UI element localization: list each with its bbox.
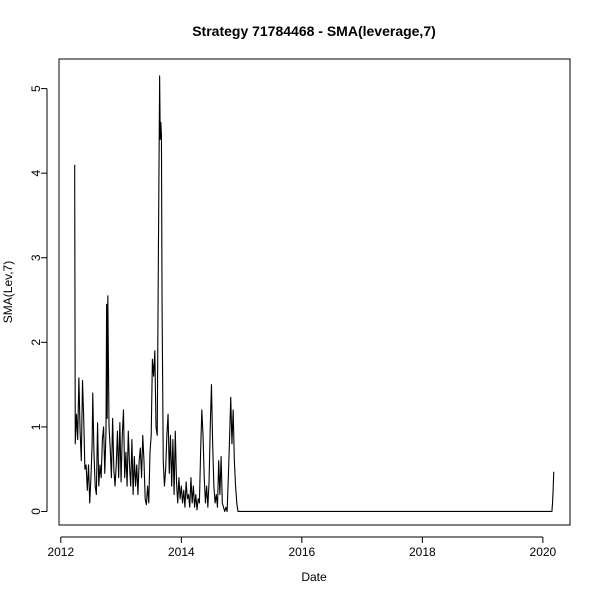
y-axis-label: SMA(Lev,7)	[1, 261, 15, 323]
x-tick-label: 2020	[530, 545, 557, 559]
y-tick-label: 0	[29, 508, 43, 515]
series-line	[74, 75, 555, 513]
y-tick-label: 1	[29, 423, 43, 430]
y-tick-label: 3	[29, 254, 43, 261]
x-tick-label: 2018	[409, 545, 436, 559]
y-tick-label: 4	[29, 170, 43, 177]
chart-title: Strategy 71784468 - SMA(leverage,7)	[192, 23, 436, 39]
y-axis: 0 1 2 3 4 5	[29, 85, 48, 515]
x-tick-label: 2016	[288, 545, 315, 559]
x-axis: 2012 2014 2016 2018 2020	[47, 536, 557, 559]
y-tick-label: 2	[29, 339, 43, 346]
x-axis-label: Date	[301, 570, 327, 584]
x-tick-label: 2014	[168, 545, 195, 559]
x-tick-label: 2012	[47, 545, 74, 559]
plot-area	[58, 58, 571, 526]
series-layer	[74, 75, 555, 513]
y-tick-label: 5	[29, 85, 43, 92]
